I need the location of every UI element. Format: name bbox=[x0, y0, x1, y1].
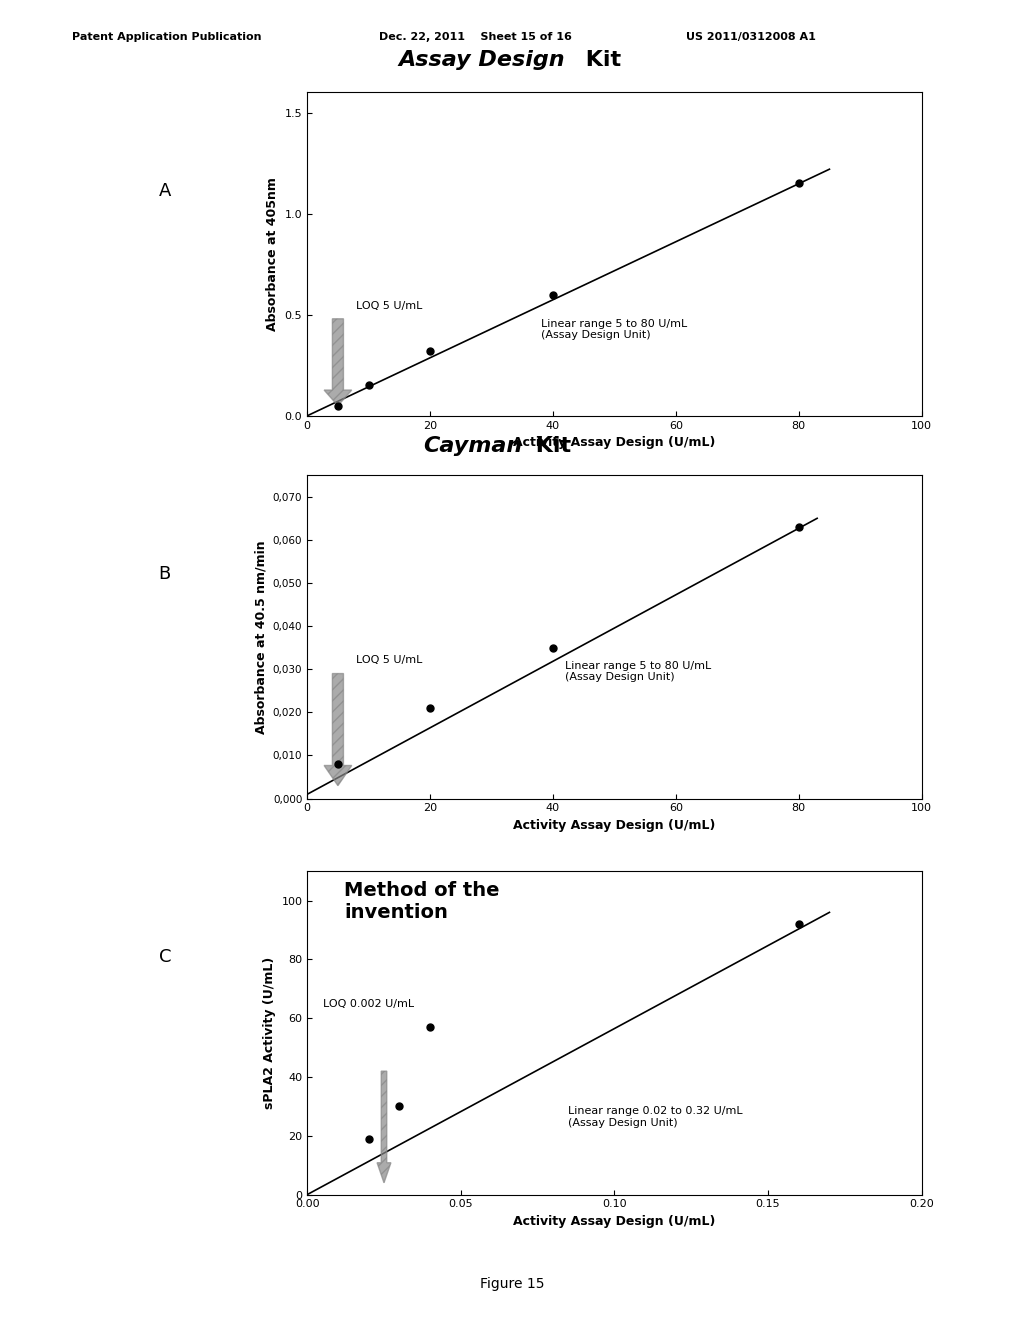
FancyArrow shape bbox=[324, 318, 352, 405]
Text: Cayman: Cayman bbox=[423, 436, 522, 455]
Text: US 2011/0312008 A1: US 2011/0312008 A1 bbox=[686, 32, 816, 42]
Text: C: C bbox=[159, 948, 171, 966]
Text: Linear range 0.02 to 0.32 U/mL
(Assay Design Unit): Linear range 0.02 to 0.32 U/mL (Assay De… bbox=[568, 1106, 743, 1129]
Text: Kit: Kit bbox=[528, 436, 571, 455]
Text: B: B bbox=[159, 565, 171, 583]
Text: Figure 15: Figure 15 bbox=[480, 1276, 544, 1291]
Text: LOQ 5 U/mL: LOQ 5 U/mL bbox=[356, 655, 423, 665]
X-axis label: Activity Assay Design (U/mL): Activity Assay Design (U/mL) bbox=[513, 1214, 716, 1228]
Text: Dec. 22, 2011    Sheet 15 of 16: Dec. 22, 2011 Sheet 15 of 16 bbox=[379, 32, 571, 42]
Text: Kit: Kit bbox=[578, 50, 621, 70]
X-axis label: Activity Assay Design (U/mL): Activity Assay Design (U/mL) bbox=[513, 436, 716, 449]
Text: Assay Design: Assay Design bbox=[398, 50, 565, 70]
Text: A: A bbox=[159, 182, 171, 201]
Text: Method of the
invention: Method of the invention bbox=[344, 880, 500, 921]
X-axis label: Activity Assay Design (U/mL): Activity Assay Design (U/mL) bbox=[513, 818, 716, 832]
Text: Linear range 5 to 80 U/mL
(Assay Design Unit): Linear range 5 to 80 U/mL (Assay Design … bbox=[541, 318, 687, 341]
Y-axis label: Absorbance at 405nm: Absorbance at 405nm bbox=[266, 177, 280, 331]
Text: Linear range 5 to 80 U/mL
(Assay Design Unit): Linear range 5 to 80 U/mL (Assay Design … bbox=[565, 660, 712, 682]
Y-axis label: sPLA2 Activity (U/mL): sPLA2 Activity (U/mL) bbox=[263, 957, 275, 1109]
Text: Patent Application Publication: Patent Application Publication bbox=[72, 32, 261, 42]
Text: LOQ 5 U/mL: LOQ 5 U/mL bbox=[356, 301, 423, 310]
Text: LOQ 0.002 U/mL: LOQ 0.002 U/mL bbox=[323, 999, 414, 1010]
FancyArrow shape bbox=[324, 673, 352, 785]
FancyArrow shape bbox=[377, 1071, 391, 1183]
Y-axis label: Absorbance at 40.5 nm/min: Absorbance at 40.5 nm/min bbox=[254, 540, 267, 734]
